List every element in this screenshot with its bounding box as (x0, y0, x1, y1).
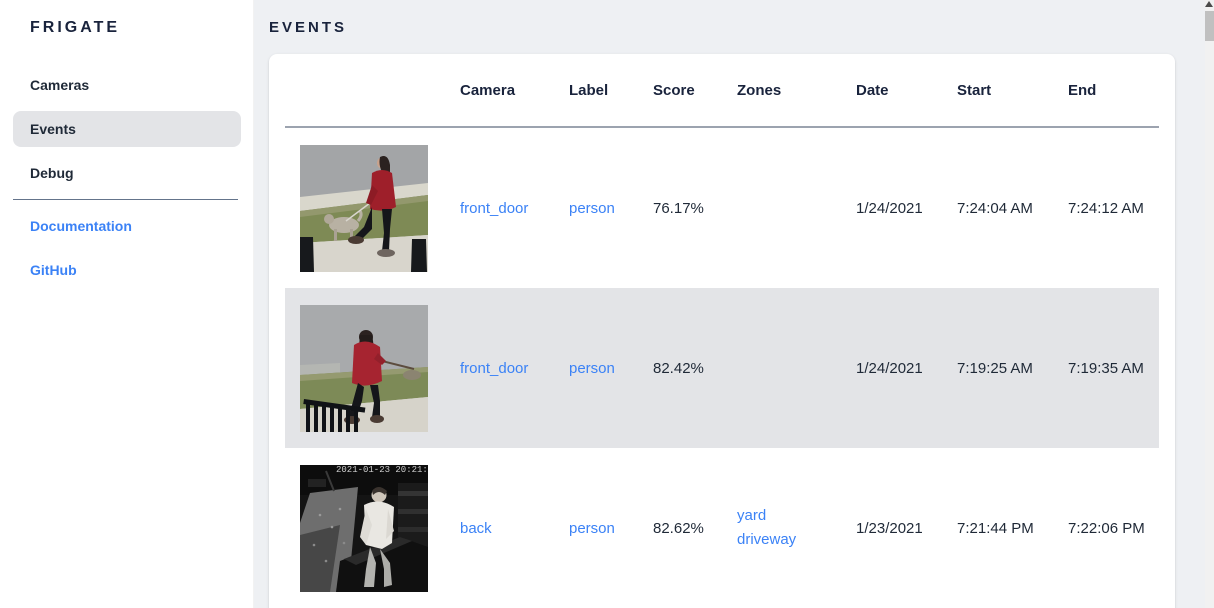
event-thumbnail[interactable]: 2021-01-23 20:21:52 (285, 464, 460, 592)
events-card: Camera Label Score Zones Date Start End (269, 54, 1175, 608)
zone-link[interactable]: yard (737, 507, 767, 524)
scrollbar[interactable] (1205, 0, 1214, 608)
sidebar: FRIGATE Cameras Events Debug Documentati… (0, 0, 254, 608)
event-thumbnail[interactable] (285, 304, 460, 432)
event-thumbnail[interactable] (285, 144, 460, 272)
end-time-value: 7:22:06 PM (1068, 519, 1145, 537)
main-content: EVENTS Camera Label Score Zones Date Sta… (254, 0, 1214, 608)
sidebar-divider (13, 199, 238, 200)
table-row[interactable]: front_door person 76.17% 1/24/2021 7:24:… (285, 128, 1159, 288)
date-value: 1/23/2021 (856, 519, 923, 537)
label-link[interactable]: person (569, 519, 615, 537)
end-time-value: 7:24:12 AM (1068, 199, 1144, 217)
camera-link[interactable]: back (460, 519, 492, 537)
column-header-zones: Zones (737, 81, 782, 99)
table-row[interactable]: 2021-01-23 20:21:52 back person 82.62% y… (285, 448, 1159, 608)
column-header-date: Date (856, 81, 889, 99)
score-value: 82.62% (653, 519, 704, 537)
sidebar-link-documentation[interactable]: Documentation (30, 218, 132, 234)
zone-link[interactable]: driveway (737, 531, 797, 548)
sidebar-item-events[interactable]: Events (13, 111, 241, 147)
camera-link[interactable]: front_door (460, 359, 529, 377)
table-row[interactable]: front_door person 82.42% 1/24/2021 7:19:… (285, 288, 1159, 448)
sidebar-item-cameras[interactable]: Cameras (30, 77, 90, 93)
end-time-value: 7:19:35 AM (1068, 359, 1144, 377)
events-table-header: Camera Label Score Zones Date Start End (285, 54, 1159, 128)
date-value: 1/24/2021 (856, 199, 923, 217)
date-value: 1/24/2021 (856, 359, 923, 377)
column-header-end: End (1068, 81, 1097, 99)
thumbnail-image-front-door-red-hoodie (300, 304, 428, 432)
camera-link[interactable]: front_door (460, 199, 529, 217)
svg-text:2021-01-23 20:21:52: 2021-01-23 20:21:52 (336, 465, 428, 475)
column-header-start: Start (957, 81, 992, 99)
sidebar-nav: Cameras Events Debug (0, 67, 254, 191)
sidebar-link-github[interactable]: GitHub (30, 262, 77, 278)
start-time-value: 7:24:04 AM (957, 199, 1033, 217)
start-time-value: 7:21:44 PM (957, 519, 1034, 537)
thumbnail-image-back-night: 2021-01-23 20:21:52 (300, 464, 428, 592)
score-value: 82.42% (653, 359, 704, 377)
column-header-score: Score (653, 81, 695, 99)
column-header-camera: Camera (460, 81, 516, 99)
app-title: FRIGATE (30, 19, 121, 36)
column-header-label: Label (569, 81, 609, 99)
page-title: EVENTS (269, 19, 348, 36)
thumbnail-image-front-door-dog-walk (300, 144, 428, 272)
scrollbar-up-arrow-icon[interactable] (1205, 1, 1213, 7)
start-time-value: 7:19:25 AM (957, 359, 1033, 377)
label-link[interactable]: person (569, 199, 615, 217)
zones-cell: yard driveway (737, 504, 856, 552)
score-value: 76.17% (653, 199, 704, 217)
sidebar-item-debug[interactable]: Debug (30, 165, 74, 181)
label-link[interactable]: person (569, 359, 615, 377)
scrollbar-thumb[interactable] (1205, 11, 1214, 41)
